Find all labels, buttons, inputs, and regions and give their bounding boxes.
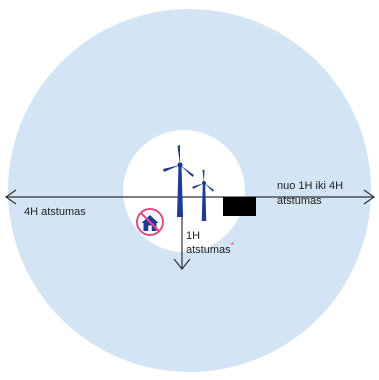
label-1h-line1: 1H: [186, 230, 201, 242]
label-1h-line2: atstumas*: [186, 241, 234, 257]
down-arrowhead: [173, 258, 191, 270]
small-wind-turbine-icon: [192, 169, 214, 221]
label-1h-to-4h-line2: atstumas: [277, 195, 322, 207]
redaction-box: [223, 197, 256, 216]
footnote-marker: *: [230, 240, 235, 251]
label-1h-to-4h-line1: nuo 1H iki 4H: [277, 180, 344, 192]
label-1h-text: atstumas: [186, 244, 231, 256]
left-arrowhead: [4, 189, 17, 205]
right-arrowhead: [363, 189, 376, 205]
wind-turbine-icon: [163, 145, 194, 217]
no-house-icon: [136, 208, 164, 236]
label-4h-distance: 4H atstumas: [24, 206, 86, 218]
